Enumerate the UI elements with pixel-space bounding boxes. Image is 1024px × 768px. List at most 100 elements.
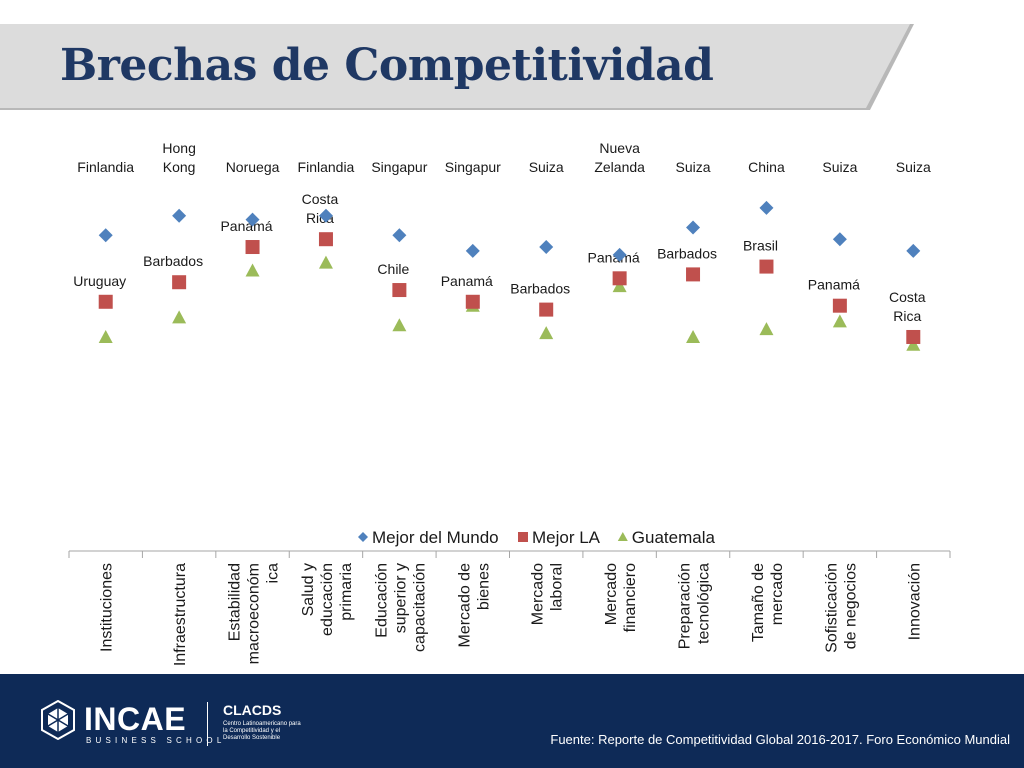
point-label-line: Panamá bbox=[441, 273, 493, 289]
category-tick-line: Tamaño de bbox=[750, 563, 767, 642]
category-axis: Instituciones Infraestructura Estabilidad m… bbox=[68, 550, 951, 666]
square-marker bbox=[612, 271, 627, 286]
diamond-marker bbox=[98, 228, 113, 243]
category-tick-line: Innovación bbox=[906, 563, 923, 640]
category-tick-line: ica bbox=[265, 563, 282, 584]
category-tick-line: Mercado bbox=[603, 563, 620, 625]
square-marker bbox=[98, 294, 113, 309]
diamond-marker bbox=[245, 212, 260, 227]
category-tick-label: Mercado laboral bbox=[530, 563, 566, 625]
category-tick-line: laboral bbox=[549, 563, 566, 611]
point-label: Barbados bbox=[657, 245, 717, 261]
triangle-marker bbox=[539, 326, 554, 340]
square-marker bbox=[245, 240, 260, 255]
category-tick-line: Salud y bbox=[300, 563, 317, 616]
triangle-marker bbox=[392, 318, 407, 332]
diamond-marker bbox=[318, 208, 333, 223]
square-marker bbox=[759, 259, 774, 274]
category-tick-label: Educación superior y capacitación bbox=[373, 563, 428, 652]
square-marker bbox=[832, 298, 847, 313]
legend-diamond-icon bbox=[358, 532, 368, 542]
point-label-line: Suiza bbox=[896, 159, 931, 175]
point-label: Finlandia bbox=[77, 159, 134, 175]
triangle-marker bbox=[98, 329, 113, 343]
point-label: Chile bbox=[377, 261, 409, 277]
chart-legend: Mejor del Mundo Mejor LA Guatemala bbox=[358, 528, 716, 547]
point-label-line: Brasil bbox=[743, 238, 778, 254]
point-label: China bbox=[748, 159, 785, 175]
point-label-line: Barbados bbox=[657, 245, 717, 261]
category-tick-line: primaria bbox=[338, 563, 355, 621]
category-tick-label: Estabilidad macroeconóm ica bbox=[227, 563, 282, 664]
square-marker bbox=[172, 275, 187, 290]
category-tick-line: tecnológica bbox=[696, 563, 713, 644]
point-label: Uruguay bbox=[73, 273, 126, 289]
square-marker bbox=[392, 283, 407, 298]
category-tick-line: Instituciones bbox=[99, 563, 116, 652]
category-tick-line: bienes bbox=[475, 563, 492, 610]
category-tick-line: mercado bbox=[769, 563, 786, 625]
diamond-marker bbox=[612, 247, 627, 262]
slide-title: Brechas de Competitividad bbox=[60, 40, 714, 91]
point-label-line: Hong bbox=[162, 140, 195, 156]
point-label: Panamá bbox=[808, 277, 860, 293]
category-tick-line: Preparación bbox=[677, 563, 694, 649]
point-label: Singapur bbox=[445, 159, 501, 175]
category-tick-line: educación bbox=[319, 563, 336, 636]
point-label: Brasil bbox=[743, 238, 778, 254]
category-tick-label: Tamaño de mercado bbox=[750, 563, 786, 642]
logo-divider bbox=[207, 702, 208, 746]
triangle-marker bbox=[318, 255, 333, 269]
square-marker bbox=[686, 267, 701, 282]
category-tick-label: Sofisticación de negocios bbox=[823, 563, 859, 653]
point-label: Nueva Zelanda bbox=[594, 140, 645, 175]
category-tick-line: superior y bbox=[392, 563, 409, 633]
point-labels: Finlandia Hong Kong Noruega Finlandia Singapu… bbox=[73, 140, 931, 324]
category-tick-line: Sofisticación bbox=[823, 563, 840, 653]
category-tick-label: Infraestructura bbox=[172, 563, 189, 666]
point-label: Panamá bbox=[220, 218, 272, 234]
point-label-line: Panamá bbox=[808, 277, 860, 293]
point-label-line: Uruguay bbox=[73, 273, 126, 289]
square-marker bbox=[318, 232, 333, 247]
category-tick-line: Infraestructura bbox=[172, 563, 189, 666]
point-label: Panamá bbox=[441, 273, 493, 289]
point-label-line: Zelanda bbox=[594, 159, 645, 175]
incae-wordmark: INCAE bbox=[84, 701, 187, 737]
point-label-line: Finlandia bbox=[77, 159, 134, 175]
point-label-line: Costa bbox=[302, 191, 339, 207]
legend-entry: Mejor del Mundo bbox=[372, 528, 499, 547]
point-label-line: Rica bbox=[893, 308, 921, 324]
data-markers bbox=[98, 200, 921, 351]
legend-entry: Mejor LA bbox=[532, 528, 601, 547]
category-tick-line: financiero bbox=[622, 563, 639, 632]
legend-square-icon bbox=[518, 532, 528, 542]
point-label-line: Barbados bbox=[143, 253, 203, 269]
category-tick-line: Educación bbox=[373, 563, 390, 638]
category-tick-label: Instituciones bbox=[99, 563, 116, 652]
point-label-line: Nueva bbox=[599, 140, 640, 156]
triangle-marker bbox=[172, 310, 187, 324]
diamond-marker bbox=[686, 220, 701, 235]
point-label-line: Singapur bbox=[445, 159, 501, 175]
triangle-marker bbox=[686, 329, 701, 343]
diamond-marker bbox=[906, 243, 921, 258]
incae-subtitle: BUSINESS SCHOOL bbox=[86, 736, 226, 745]
legend-entry: Guatemala bbox=[632, 528, 716, 547]
triangle-marker bbox=[612, 279, 627, 293]
triangle-marker bbox=[245, 263, 260, 277]
footer-bar: INCAE BUSINESS SCHOOL CLACDS Centro Lati… bbox=[0, 674, 1024, 768]
legend-triangle-icon bbox=[617, 532, 628, 541]
point-label: Suiza bbox=[896, 159, 931, 175]
competitiveness-gap-chart: Finlandia Hong Kong Noruega Finlandia Singapu… bbox=[68, 140, 951, 666]
point-label: Barbados bbox=[143, 253, 203, 269]
point-label: Hong Kong bbox=[162, 140, 195, 175]
point-label-line: China bbox=[748, 159, 785, 175]
point-label: Suiza bbox=[676, 159, 711, 175]
category-tick-line: Mercado de bbox=[456, 563, 473, 648]
point-label: Singapur bbox=[371, 159, 427, 175]
triangle-marker bbox=[906, 337, 921, 351]
point-label-line: Suiza bbox=[676, 159, 711, 175]
